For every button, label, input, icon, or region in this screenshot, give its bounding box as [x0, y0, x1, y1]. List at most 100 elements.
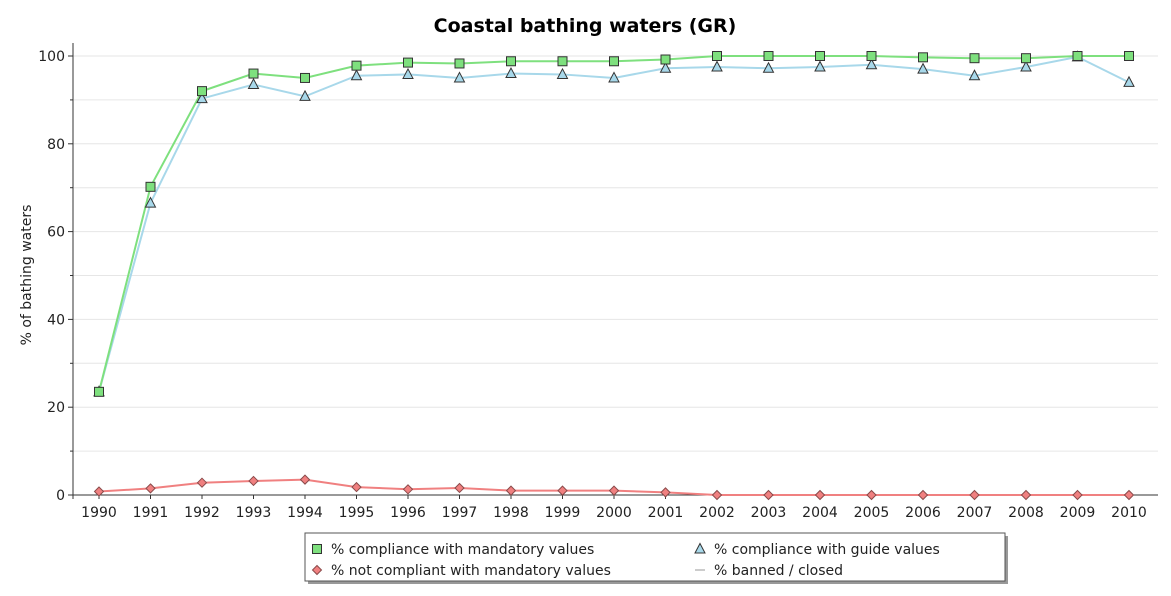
data-point [1123, 75, 1135, 87]
data-point [711, 489, 723, 501]
data-point [145, 181, 156, 192]
x-tick-label: 1994 [287, 505, 323, 521]
data-point [711, 60, 723, 72]
x-tick-label: 2003 [751, 505, 787, 521]
data-point [454, 482, 465, 494]
data-point [660, 54, 671, 65]
legend-swatch [694, 542, 706, 554]
data-point [300, 72, 310, 83]
legend-label: % banned / closed [714, 563, 843, 579]
data-point [196, 477, 208, 488]
x-tick-label: 2007 [957, 505, 993, 521]
x-tick-label: 2002 [699, 505, 735, 521]
data-point [1020, 60, 1032, 72]
data-point [453, 71, 466, 83]
data-point [969, 53, 980, 64]
data-point [248, 475, 259, 487]
legend-label: % compliance with guide values [714, 542, 940, 558]
x-tick-label: 1996 [390, 505, 426, 521]
data-point [865, 58, 878, 70]
chart-title: Coastal bathing waters (GR) [434, 15, 737, 37]
x-tick-label: 1993 [236, 505, 272, 521]
data-point [299, 474, 311, 485]
x-tick-label: 2010 [1111, 505, 1147, 521]
legend: % compliance with mandatory values % comp… [304, 532, 1008, 584]
data-point [1123, 489, 1135, 501]
data-point [917, 489, 929, 501]
legend-swatch [311, 564, 323, 576]
data-point [350, 69, 363, 81]
x-tick-label: 1999 [545, 505, 581, 521]
x-tick-label: 2009 [1060, 505, 1096, 521]
data-point [815, 51, 825, 61]
data-point [968, 69, 981, 81]
data-point [505, 66, 517, 79]
y-tick-label: 20 [47, 400, 65, 416]
data-point [403, 57, 413, 68]
data-point [608, 485, 620, 496]
x-tick-label: 1992 [184, 505, 220, 521]
data-point [763, 489, 774, 501]
x-tick-label: 2000 [596, 505, 632, 521]
data-point [248, 68, 259, 79]
data-point [969, 489, 980, 501]
data-point [712, 51, 722, 61]
data-point [402, 484, 414, 495]
data-point [145, 483, 156, 494]
data-point [1020, 489, 1032, 501]
data-point [94, 386, 104, 397]
data-point [1021, 53, 1031, 64]
x-tick-label: 2006 [905, 505, 941, 521]
data-point [814, 489, 826, 501]
series-line [98, 55, 1130, 393]
series-line [98, 55, 1129, 393]
data-point [144, 196, 157, 208]
data-point [247, 77, 260, 90]
data-point [557, 485, 568, 496]
data-point [609, 56, 619, 67]
data-point [814, 60, 826, 72]
data-point [1072, 489, 1083, 501]
y-tick-label: 0 [56, 488, 65, 504]
data-point [196, 92, 208, 104]
x-tick-label: 2004 [802, 505, 838, 521]
data-point [93, 486, 105, 497]
data-point [918, 52, 928, 63]
y-tick-label: 60 [47, 225, 65, 241]
data-point [402, 67, 414, 79]
data-point [197, 86, 207, 97]
y-axis-label: % of bathing waters [19, 205, 35, 346]
x-tick-label: 1990 [81, 505, 117, 521]
x-tick-label: 1997 [442, 505, 478, 521]
data-point [1072, 51, 1083, 61]
data-point [299, 89, 311, 101]
data-point [557, 56, 568, 67]
y-tick-label: 40 [47, 312, 65, 328]
data-point [1124, 51, 1134, 61]
data-point [454, 58, 465, 69]
legend-box [304, 532, 1006, 582]
data-point [762, 61, 775, 73]
data-point [866, 489, 877, 501]
x-tick-label: 2001 [648, 505, 684, 521]
data-point [917, 62, 929, 74]
x-tick-label: 2008 [1008, 505, 1044, 521]
legend-label: % not compliant with mandatory values [331, 563, 611, 579]
data-point [659, 61, 672, 73]
x-tick-label: 2005 [854, 505, 890, 521]
x-tick-label: 1991 [133, 505, 169, 521]
data-point [351, 481, 362, 493]
y-tick-label: 80 [47, 137, 65, 153]
data-point [506, 56, 516, 67]
plot-area: 0 20 40 60 80 100 1990 1991 1992 1993 1994 1995 1996… [38, 43, 1158, 521]
data-point [660, 487, 671, 498]
data-point [763, 51, 774, 61]
data-point [556, 67, 569, 79]
legend-label: % compliance with mandatory values [331, 542, 594, 558]
x-tick-label: 1998 [493, 505, 529, 521]
data-point [351, 60, 362, 71]
x-tick-label: 1995 [339, 505, 375, 521]
legend-swatch [312, 544, 322, 554]
